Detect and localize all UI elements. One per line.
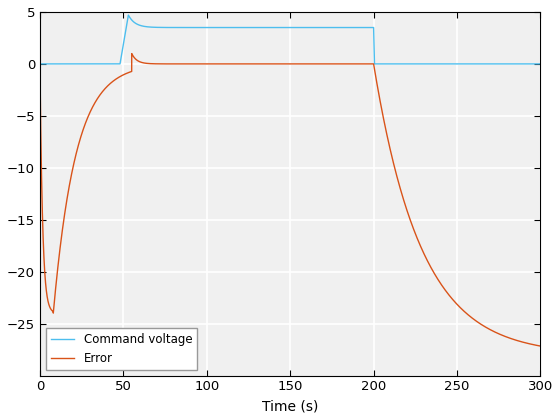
Error <box>39 204 45 209</box>
Command voltage <box>281 25 288 30</box>
Command voltage <box>511 61 517 66</box>
Error <box>511 337 517 342</box>
Line: Command voltage: Command voltage <box>40 15 540 64</box>
Error <box>57 241 64 246</box>
X-axis label: Time (s): Time (s) <box>262 399 319 413</box>
Error <box>135 58 142 63</box>
Command voltage <box>39 61 45 66</box>
Error <box>537 344 544 349</box>
Command voltage <box>537 61 544 66</box>
Error <box>128 51 135 56</box>
Command voltage <box>57 61 64 66</box>
Error <box>281 61 288 66</box>
Line: Error: Error <box>40 54 540 346</box>
Error <box>67 180 73 185</box>
Command voltage <box>36 61 43 66</box>
Command voltage <box>135 22 142 27</box>
Legend: Command voltage, Error: Command voltage, Error <box>46 328 197 370</box>
Command voltage <box>125 13 132 18</box>
Error <box>36 61 43 66</box>
Command voltage <box>67 61 73 66</box>
